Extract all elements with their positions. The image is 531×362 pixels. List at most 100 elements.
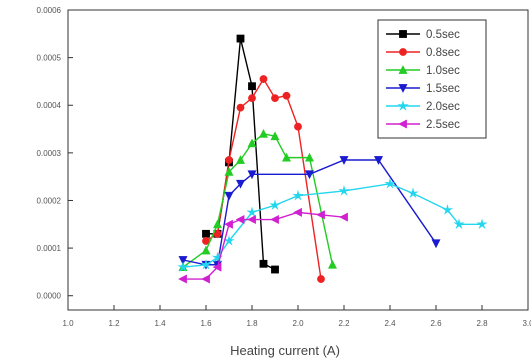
legend-item: 2.0sec bbox=[386, 100, 460, 113]
data-point bbox=[247, 215, 256, 225]
data-point bbox=[339, 212, 348, 222]
data-point bbox=[441, 204, 454, 215]
data-point bbox=[223, 235, 235, 246]
data-point bbox=[247, 138, 257, 148]
y-tick-label: 0.0002 bbox=[37, 196, 62, 205]
series-1.5sec bbox=[178, 156, 441, 270]
y-tick-label: 0.0003 bbox=[37, 149, 62, 158]
y-axis: 0.0000 0.0001 0.0002 0.0003 0.0004 0.0005 0.00… bbox=[37, 6, 73, 301]
legend-marker bbox=[398, 65, 408, 74]
legend-item: 0.5sec bbox=[386, 29, 460, 41]
series-line bbox=[183, 211, 345, 280]
data-point bbox=[236, 179, 245, 189]
legend-label: 0.8sec bbox=[426, 47, 460, 59]
x-axis: 1.0 1.2 1.4 1.6 1.8 2.0 2.2 2.4 2.6 2.8 3.0 bbox=[62, 305, 531, 328]
data-point bbox=[270, 215, 279, 225]
x-tick-label: 1.8 bbox=[246, 319, 258, 328]
legend-marker bbox=[398, 84, 408, 93]
x-axis-title: Heating current (A) bbox=[230, 343, 340, 358]
data-point bbox=[224, 191, 234, 201]
data-point bbox=[282, 91, 291, 100]
data-point bbox=[200, 258, 212, 270]
data-point bbox=[271, 94, 279, 102]
legend-label: 1.0sec bbox=[426, 65, 460, 77]
legend-label: 2.0sec bbox=[426, 101, 460, 113]
legend-item: 2.5sec bbox=[386, 119, 460, 131]
x-tick-label: 1.2 bbox=[108, 319, 120, 328]
x-tick-label: 3.0 bbox=[522, 319, 531, 328]
y-tick-label: 0.0000 bbox=[37, 292, 62, 301]
data-point bbox=[259, 128, 268, 138]
legend-label: 1.5sec bbox=[426, 83, 460, 95]
series-0.5sec bbox=[202, 34, 279, 274]
data-point bbox=[294, 122, 302, 131]
legend-label: 0.5sec bbox=[426, 29, 460, 41]
legend: 0.5sec 0.8sec 1.0sec 1.5sec 2.0sec 2.5sec bbox=[377, 19, 487, 139]
legend-item: 1.5sec bbox=[386, 83, 460, 95]
data-point bbox=[407, 187, 419, 199]
data-point bbox=[246, 206, 258, 218]
data-point bbox=[236, 34, 245, 43]
series-line bbox=[182, 159, 437, 266]
x-tick-label: 1.4 bbox=[154, 319, 166, 328]
data-point bbox=[338, 185, 350, 196]
legend-item: 0.8sec bbox=[386, 47, 460, 59]
legend-box bbox=[377, 19, 487, 139]
data-point bbox=[317, 275, 325, 283]
x-tick-label: 2.4 bbox=[384, 319, 396, 328]
series-0.8sec bbox=[202, 75, 325, 283]
data-point bbox=[177, 261, 189, 272]
data-point bbox=[476, 218, 488, 230]
data-point bbox=[270, 131, 280, 141]
data-point bbox=[374, 156, 383, 165]
data-point bbox=[305, 152, 314, 162]
data-point bbox=[328, 259, 337, 269]
x-tick-label: 2.6 bbox=[430, 319, 442, 328]
data-point bbox=[293, 207, 302, 217]
y-tick-label: 0.0004 bbox=[37, 101, 62, 110]
data-point bbox=[225, 156, 233, 164]
y-tick-label: 0.0006 bbox=[37, 6, 62, 15]
x-tick-label: 1.0 bbox=[62, 319, 74, 328]
data-point bbox=[259, 259, 268, 268]
x-tick-label: 2.0 bbox=[292, 319, 304, 328]
data-point bbox=[431, 239, 441, 249]
data-point bbox=[224, 167, 234, 176]
data-point bbox=[316, 210, 325, 220]
data-point bbox=[236, 103, 245, 112]
series-2.5sec bbox=[178, 207, 348, 284]
data-point bbox=[236, 155, 245, 164]
data-point bbox=[339, 156, 349, 165]
data-point bbox=[305, 170, 314, 180]
data-point bbox=[282, 152, 291, 162]
legend-marker bbox=[399, 48, 407, 56]
data-point bbox=[271, 265, 279, 274]
data-point bbox=[453, 218, 465, 230]
data-point bbox=[259, 75, 268, 83]
data-point bbox=[178, 274, 187, 284]
legend-marker bbox=[399, 30, 407, 38]
data-point bbox=[269, 199, 281, 211]
data-point bbox=[235, 215, 245, 225]
data-point bbox=[201, 274, 210, 284]
data-point bbox=[292, 189, 304, 201]
data-point bbox=[212, 262, 222, 272]
legend-item: 1.0sec bbox=[386, 65, 460, 77]
legend-label: 2.5sec bbox=[426, 119, 460, 131]
data-point bbox=[202, 229, 210, 238]
data-point bbox=[178, 256, 188, 265]
data-point bbox=[201, 245, 211, 255]
series-layer bbox=[177, 34, 488, 284]
data-point bbox=[384, 177, 396, 189]
legend-marker bbox=[398, 119, 407, 129]
series-2.0sec bbox=[177, 177, 488, 272]
x-tick-label: 2.8 bbox=[476, 319, 488, 328]
y-tick-label: 0.0005 bbox=[37, 54, 62, 63]
x-tick-label: 1.6 bbox=[200, 319, 212, 328]
data-point bbox=[213, 219, 222, 229]
x-tick-label: 2.2 bbox=[338, 319, 350, 328]
data-point bbox=[248, 82, 256, 91]
legend-marker bbox=[397, 100, 409, 111]
data-point bbox=[224, 219, 233, 229]
